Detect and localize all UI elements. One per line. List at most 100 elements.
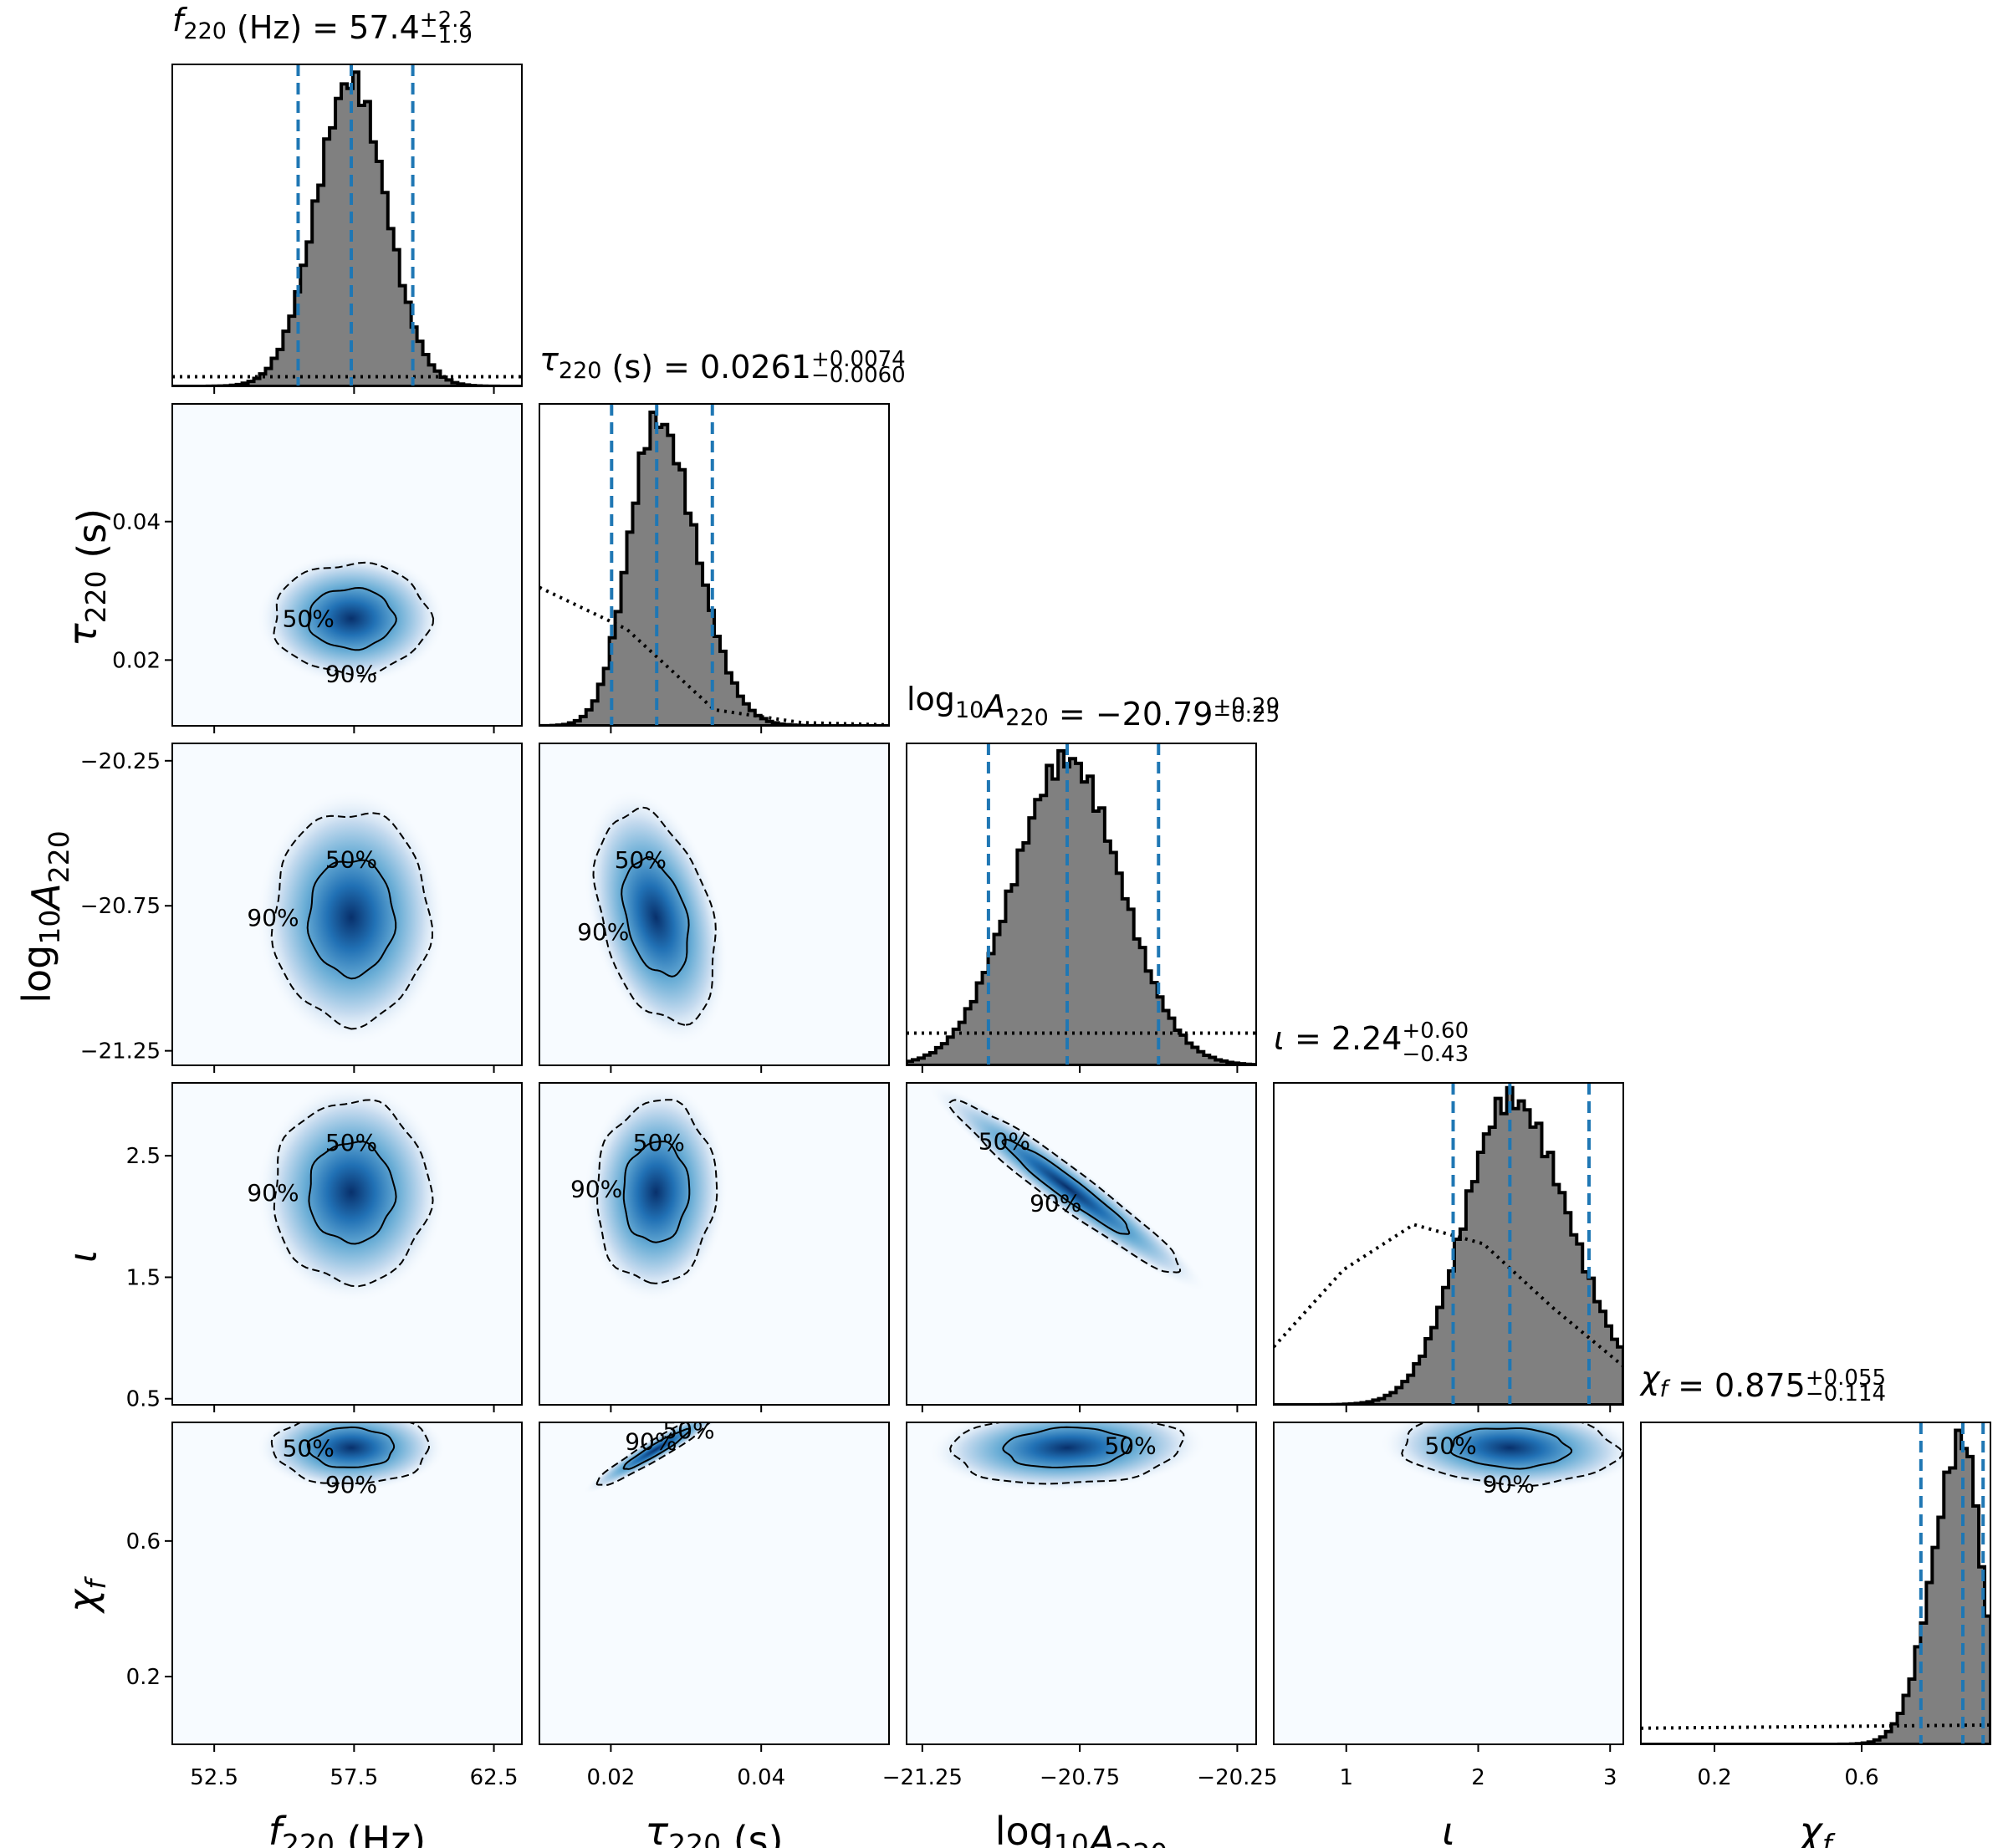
density-blob bbox=[256, 552, 447, 686]
y-tick-label-logA: −21.25 bbox=[80, 1039, 161, 1064]
panel-frame bbox=[906, 743, 1257, 1066]
panel-title-iota: ι = 2.24+0.60 bbox=[1274, 1018, 1469, 1057]
histogram-panel-logA bbox=[907, 748, 1256, 1065]
contour-label-90: 90% bbox=[325, 1471, 377, 1498]
title-part: 220 bbox=[1005, 705, 1049, 731]
title-part: ι bbox=[1274, 1020, 1285, 1057]
panel-title-chif: χf = 0.875+0.055 bbox=[1639, 1360, 1886, 1404]
axis-label-part: (s) bbox=[721, 1818, 783, 1848]
axis-label-part: (Hz) bbox=[335, 1818, 426, 1848]
panel-frame bbox=[1640, 1422, 1991, 1745]
y-axis-label-iota: ι bbox=[60, 1250, 105, 1263]
y-tick-label-chif: 0.6 bbox=[126, 1529, 161, 1554]
density-panel-iota-chif: 50%90% bbox=[1274, 1422, 1623, 1744]
density-panel-f220-iota: 50% 90% bbox=[172, 1083, 522, 1405]
x-tick-label-logA: −20.75 bbox=[1040, 1765, 1120, 1790]
panel-frame bbox=[171, 1422, 523, 1745]
panel-frame bbox=[171, 743, 523, 1066]
histogram-panel-tau220 bbox=[539, 410, 889, 726]
contour-50 bbox=[306, 1426, 396, 1468]
contour-label-50: 50% bbox=[325, 1129, 377, 1156]
contour-50 bbox=[306, 859, 397, 980]
contour-label-90: 90% bbox=[247, 1179, 299, 1207]
panel-frame bbox=[906, 1422, 1257, 1745]
title-part: A bbox=[981, 688, 1005, 725]
x-tick-label-f220: 57.5 bbox=[330, 1765, 378, 1790]
panel-frame bbox=[171, 64, 523, 387]
contour-label-50: 50% bbox=[1104, 1432, 1156, 1460]
title-upper-error: +2.2 bbox=[420, 8, 473, 33]
prior-curve bbox=[1274, 1223, 1623, 1368]
contour-label-90: 90% bbox=[1483, 1471, 1535, 1498]
axis-label-part: 10 bbox=[33, 910, 66, 945]
axis-label-part: τ bbox=[645, 1809, 668, 1848]
prior-curve bbox=[1641, 1723, 1990, 1730]
y-tick-label-logA: −20.25 bbox=[80, 749, 161, 774]
density-panel-tau220-iota: 50% 90% bbox=[539, 1083, 889, 1405]
prior-curve bbox=[539, 585, 889, 726]
contour-label-50: 50% bbox=[325, 846, 377, 874]
density-background bbox=[907, 1083, 1256, 1405]
x-tick-label-chif: 0.2 bbox=[1697, 1765, 1731, 1790]
density-background bbox=[539, 1422, 889, 1744]
x-tick-label-chif: 0.6 bbox=[1844, 1765, 1878, 1790]
y-tick-label-logA: −20.75 bbox=[80, 894, 161, 919]
axis-label-part: log bbox=[14, 945, 59, 1003]
title-upper-error: +0.0074 bbox=[811, 347, 906, 372]
contour-label-90: 90% bbox=[570, 1176, 622, 1203]
contour-label-90: 90% bbox=[1040, 1398, 1091, 1426]
histogram-bars bbox=[1641, 1428, 1990, 1744]
contour-label-90: 90% bbox=[625, 1427, 677, 1455]
title-upper-error: +0.29 bbox=[1213, 694, 1280, 719]
contour-50 bbox=[1001, 1138, 1131, 1235]
contour-label-50: 50% bbox=[283, 605, 335, 633]
histogram-bars bbox=[1274, 1085, 1623, 1405]
contour-label-50: 50% bbox=[979, 1127, 1030, 1155]
contour-90 bbox=[949, 1422, 1185, 1485]
contour-50 bbox=[308, 586, 397, 651]
contour-label-50: 50% bbox=[662, 1417, 714, 1444]
density-blob bbox=[1379, 1422, 1623, 1493]
title-part: χ bbox=[1639, 1360, 1661, 1396]
x-tick-label-tau220: 0.02 bbox=[586, 1765, 635, 1790]
panel-frame bbox=[906, 1082, 1257, 1406]
contour-label-50: 50% bbox=[1425, 1432, 1477, 1460]
panel-frame bbox=[539, 743, 890, 1066]
title-part: log bbox=[907, 681, 955, 717]
y-tick-label-iota: 2.5 bbox=[126, 1144, 161, 1169]
x-axis-label-tau220: τ220 (s) bbox=[645, 1809, 783, 1848]
x-tick-label-iota: 2 bbox=[1471, 1765, 1485, 1790]
contour-90 bbox=[948, 1099, 1182, 1274]
histogram-panel-chif bbox=[1641, 1428, 1990, 1744]
x-tick-label-f220: 52.5 bbox=[190, 1765, 238, 1790]
contour-90 bbox=[1401, 1422, 1623, 1488]
axis-label-part: f bbox=[79, 1576, 112, 1590]
axis-label-part: A bbox=[23, 883, 69, 911]
contour-label-50: 50% bbox=[633, 1129, 685, 1156]
histogram-panel-f220 bbox=[172, 70, 522, 386]
title-lower-error: −0.0060 bbox=[811, 363, 906, 388]
title-part: = −20.79 bbox=[1049, 696, 1214, 733]
density-panel-tau220-logA: 50% 90% bbox=[539, 743, 889, 1065]
axis-label-part: 220 bbox=[1115, 1837, 1168, 1848]
contour-label-90: 90% bbox=[1030, 1190, 1081, 1218]
contour-90 bbox=[595, 1422, 712, 1487]
title-part: (Hz) = 57.4 bbox=[227, 9, 420, 46]
density-panel-tau220-chif: 50%90% bbox=[539, 1417, 889, 1744]
title-part: τ bbox=[539, 341, 560, 378]
contour-50 bbox=[622, 1141, 691, 1243]
x-tick-label-logA: −21.25 bbox=[882, 1765, 963, 1790]
title-part: = 0.875 bbox=[1668, 1367, 1806, 1404]
contour-label-50: 50% bbox=[283, 1434, 335, 1462]
axis-label-part: χ bbox=[60, 1588, 105, 1615]
title-part: 220 bbox=[559, 358, 602, 384]
contour-label-90: 90% bbox=[325, 661, 377, 688]
y-tick-label-tau220: 0.04 bbox=[112, 510, 161, 535]
panel-frame bbox=[171, 403, 523, 727]
density-blob bbox=[583, 1083, 728, 1303]
contour-50 bbox=[621, 855, 690, 978]
contour-90 bbox=[592, 806, 717, 1026]
density-blob bbox=[256, 789, 447, 1046]
panel-title-tau220: τ220 (s) = 0.0261+0.0074 bbox=[539, 341, 906, 385]
